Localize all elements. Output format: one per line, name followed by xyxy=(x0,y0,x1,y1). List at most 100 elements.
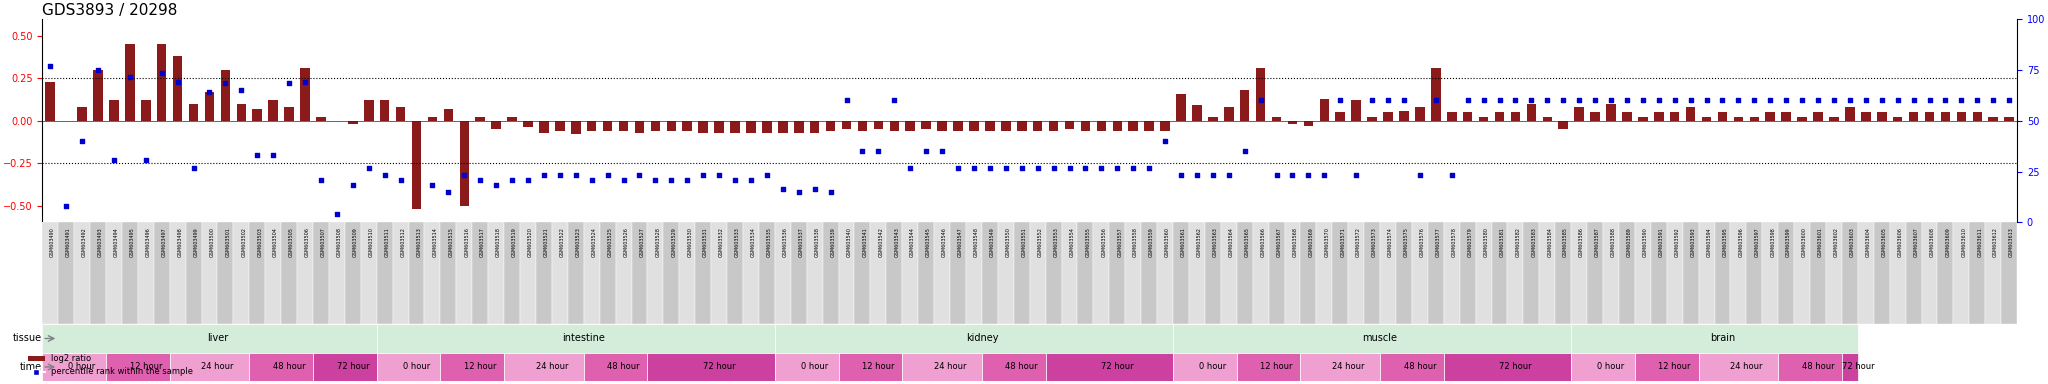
Bar xyxy=(854,222,870,324)
Bar xyxy=(666,121,676,131)
Point xyxy=(702,172,735,178)
Bar xyxy=(520,222,537,324)
Bar xyxy=(1524,222,1540,324)
Text: GSM603578: GSM603578 xyxy=(1452,228,1456,257)
Point xyxy=(1516,97,1548,103)
Point xyxy=(1532,97,1565,103)
Text: GSM603575: GSM603575 xyxy=(1405,228,1409,257)
Text: GSM603522: GSM603522 xyxy=(559,228,565,257)
Point xyxy=(1499,97,1532,103)
Text: GSM603598: GSM603598 xyxy=(1769,228,1776,257)
Text: tissue: tissue xyxy=(12,333,43,343)
Bar xyxy=(377,324,774,353)
Point xyxy=(1706,97,1739,103)
Bar xyxy=(1432,68,1440,121)
Text: GSM603517: GSM603517 xyxy=(479,228,485,257)
Bar xyxy=(922,121,932,129)
Text: GSM603512: GSM603512 xyxy=(401,228,406,257)
Text: GSM603599: GSM603599 xyxy=(1786,228,1792,257)
Point xyxy=(1563,97,1595,103)
Bar xyxy=(1540,222,1554,324)
Bar xyxy=(745,121,756,132)
Point xyxy=(1466,97,1499,103)
Bar xyxy=(1427,222,1444,324)
Bar xyxy=(1714,222,1731,324)
Text: 72 hour: 72 hour xyxy=(702,362,735,371)
Bar xyxy=(1305,121,1313,126)
Text: GSM603511: GSM603511 xyxy=(385,228,389,257)
Bar xyxy=(233,222,250,324)
Text: GSM603597: GSM603597 xyxy=(1755,228,1759,257)
Point xyxy=(592,172,625,178)
Point xyxy=(1276,172,1309,178)
Text: GSM603497: GSM603497 xyxy=(162,228,166,257)
Bar xyxy=(408,222,424,324)
Point xyxy=(98,157,131,163)
Bar xyxy=(1030,222,1047,324)
Text: GSM603542: GSM603542 xyxy=(879,228,883,257)
Point xyxy=(193,89,225,95)
Text: GSM603502: GSM603502 xyxy=(242,228,246,257)
Text: GSM603606: GSM603606 xyxy=(1898,228,1903,257)
Point xyxy=(432,189,465,195)
Point xyxy=(1372,97,1405,103)
Bar xyxy=(1112,121,1122,131)
Bar xyxy=(1047,353,1174,381)
Text: GSM603549: GSM603549 xyxy=(989,228,995,257)
Bar xyxy=(774,353,838,381)
Bar xyxy=(1702,118,1712,121)
Text: GSM603567: GSM603567 xyxy=(1276,228,1282,257)
Bar xyxy=(551,222,567,324)
Bar xyxy=(1862,112,1870,121)
Bar xyxy=(1909,112,1919,121)
Bar xyxy=(123,222,137,324)
Point xyxy=(1849,97,1882,103)
Point xyxy=(1036,165,1069,171)
Bar xyxy=(1829,118,1839,121)
Text: GSM603573: GSM603573 xyxy=(1372,228,1376,257)
Text: 0 hour: 0 hour xyxy=(1200,362,1227,371)
Bar xyxy=(711,222,727,324)
Bar xyxy=(428,118,436,121)
Bar xyxy=(1077,222,1094,324)
Bar xyxy=(858,121,866,131)
Point xyxy=(799,185,831,192)
Text: GSM603493: GSM603493 xyxy=(98,228,102,257)
Point xyxy=(1769,97,1802,103)
Bar xyxy=(297,222,313,324)
Bar xyxy=(457,222,473,324)
Text: GSM603505: GSM603505 xyxy=(289,228,295,257)
Point xyxy=(893,165,926,171)
Bar xyxy=(1319,99,1329,121)
Bar xyxy=(1415,107,1425,121)
Text: GSM603503: GSM603503 xyxy=(258,228,262,257)
Point xyxy=(655,177,688,183)
Bar xyxy=(1798,118,1806,121)
Text: GSM603570: GSM603570 xyxy=(1325,228,1329,257)
Point xyxy=(686,172,719,178)
Text: GSM603587: GSM603587 xyxy=(1595,228,1599,257)
Text: GDS3893 / 20298: GDS3893 / 20298 xyxy=(43,3,178,18)
Bar xyxy=(918,222,934,324)
Bar xyxy=(313,222,330,324)
Point xyxy=(1595,97,1628,103)
Point xyxy=(1356,97,1389,103)
Text: GSM603552: GSM603552 xyxy=(1038,228,1042,257)
Bar xyxy=(109,100,119,121)
Bar xyxy=(1683,222,1698,324)
Text: kidney: kidney xyxy=(967,333,997,343)
Text: GSM603513: GSM603513 xyxy=(416,228,422,257)
Point xyxy=(909,148,942,154)
Text: GSM603595: GSM603595 xyxy=(1722,228,1726,257)
Bar xyxy=(252,109,262,121)
Bar xyxy=(268,100,279,121)
Bar xyxy=(90,222,106,324)
Bar xyxy=(1479,118,1489,121)
Bar xyxy=(186,222,201,324)
Bar xyxy=(680,222,694,324)
Bar xyxy=(1778,353,1841,381)
Text: GSM603491: GSM603491 xyxy=(66,228,72,257)
Bar xyxy=(315,118,326,121)
Text: GSM603583: GSM603583 xyxy=(1532,228,1536,257)
Bar xyxy=(774,324,1174,353)
